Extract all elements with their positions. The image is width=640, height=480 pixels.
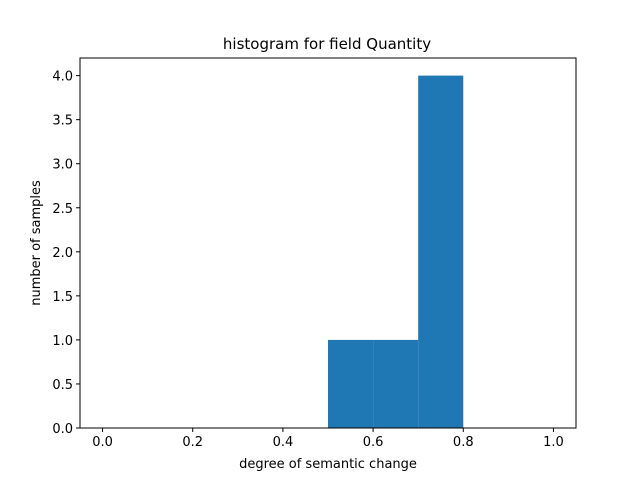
y-tick-label-1: 0.5 [52,378,73,393]
x-tick-label-3: 0.6 [363,435,384,450]
y-tick-label-3: 1.5 [52,290,73,305]
y-tick-label-0: 0.0 [52,422,73,437]
x-tick-label-2: 0.4 [273,435,294,450]
bar-0 [328,339,374,428]
y-tick-label-4: 2.0 [52,246,73,261]
x-axis-ticks: 0.0 0.2 0.4 0.6 0.8 1.0 [92,428,564,450]
x-tick-label-0: 0.0 [92,435,113,450]
x-tick-label-5: 1.0 [543,435,564,450]
bar-1 [373,339,419,428]
bars-group [328,75,464,428]
y-tick-label-6: 3.0 [52,158,73,173]
chart-title: histogram for field Quantity [223,35,431,53]
y-tick-label-8: 4.0 [52,70,73,85]
y-axis-ticks: 0.0 0.5 1.0 1.5 2.0 2.5 3.0 3.5 4.0 [52,70,80,437]
y-tick-label-2: 1.0 [52,334,73,349]
x-tick-label-1: 0.2 [182,435,203,450]
x-tick-label-4: 0.8 [453,435,474,450]
bar-2 [418,75,464,428]
x-axis-label: degree of semantic change [239,457,417,472]
y-axis-label: number of samples [29,180,44,306]
y-tick-label-5: 2.5 [52,202,73,217]
plot-frame [79,57,577,429]
y-tick-label-7: 3.5 [52,114,73,129]
